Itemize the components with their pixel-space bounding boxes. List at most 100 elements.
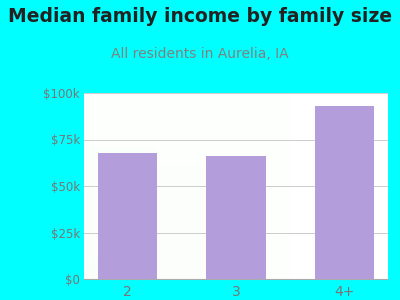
Bar [84,206,236,208]
Bar [84,232,236,234]
Bar [260,93,263,279]
Bar [151,93,154,279]
Bar [84,272,236,273]
Bar [184,93,187,279]
Bar [84,264,236,266]
Bar [376,93,379,279]
Bar [346,93,348,279]
Bar [84,178,236,180]
Bar [84,221,236,223]
Bar [84,104,236,106]
Bar [84,244,236,245]
Bar [84,270,236,272]
Bar [354,93,358,279]
Bar [84,199,236,201]
Bar [84,177,236,178]
Bar [361,93,364,279]
Bar [84,194,236,195]
Bar [364,93,367,279]
Bar [84,248,236,249]
Bar [130,93,133,279]
Bar [98,152,158,279]
Bar [239,93,242,279]
Bar [202,93,206,279]
Bar [84,259,236,260]
Bar [160,93,163,279]
Bar [84,175,236,177]
Bar [84,99,236,100]
Bar [276,93,278,279]
Bar [218,93,221,279]
Bar [84,190,236,192]
Bar [84,277,236,279]
Bar [84,149,236,151]
Bar [84,188,236,190]
Bar [84,253,236,255]
Bar [84,108,236,110]
Bar [324,93,327,279]
Bar [187,93,190,279]
Bar [90,93,93,279]
Bar [114,93,118,279]
Bar [84,245,236,247]
Bar [227,93,230,279]
Bar [248,93,251,279]
Bar [84,218,236,220]
Bar [84,255,236,257]
Bar [84,208,236,210]
Bar [379,93,382,279]
Bar [263,93,266,279]
Bar [126,93,130,279]
Bar [312,93,315,279]
Bar [348,93,352,279]
Bar [84,266,236,268]
Bar [84,173,236,175]
Bar [84,236,236,238]
Bar [330,93,333,279]
Bar [178,93,181,279]
Bar [84,220,236,221]
Bar [175,93,178,279]
Bar [190,93,194,279]
Bar [358,93,361,279]
Bar [245,93,248,279]
Bar [373,93,376,279]
Bar [157,93,160,279]
Bar [84,140,236,141]
Bar [84,113,236,115]
Bar [148,93,151,279]
Bar [209,93,212,279]
Bar [367,93,370,279]
Bar [84,229,236,231]
Bar [84,136,236,138]
Bar [84,162,236,164]
Bar [84,164,236,166]
Bar [278,93,282,279]
Bar [84,169,236,171]
Bar [200,93,202,279]
Bar [84,138,236,140]
Bar [84,110,236,112]
Bar [84,240,236,242]
Bar [84,203,236,205]
Bar [84,100,236,102]
Bar [215,93,218,279]
Bar [251,93,254,279]
Bar [194,93,196,279]
Bar [84,195,236,197]
Bar [84,210,236,212]
Bar [124,93,126,279]
Bar [84,123,236,124]
Bar [84,152,236,154]
Bar [84,106,236,108]
Bar [84,166,236,167]
Bar [315,93,318,279]
Bar [84,102,236,104]
Bar [111,93,114,279]
Bar [84,119,236,121]
Bar [84,127,236,128]
Bar [84,214,236,216]
Bar [84,275,236,277]
Bar [102,93,105,279]
Bar [196,93,200,279]
